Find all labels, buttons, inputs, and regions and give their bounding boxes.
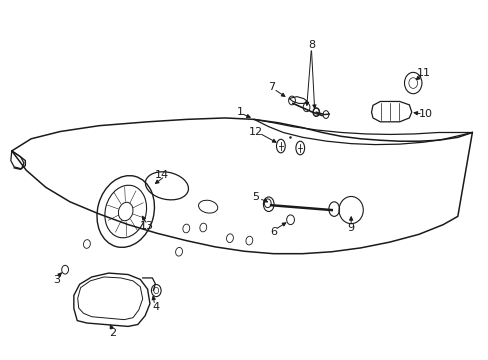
Text: 1: 1 (237, 107, 244, 117)
Text: 13: 13 (139, 221, 153, 230)
Text: 2: 2 (109, 328, 116, 338)
Text: 9: 9 (347, 222, 354, 233)
Text: 5: 5 (252, 192, 259, 202)
Text: 7: 7 (267, 82, 275, 92)
Text: 8: 8 (307, 40, 314, 50)
Text: 10: 10 (418, 109, 431, 119)
Text: 11: 11 (416, 68, 430, 78)
Text: 3: 3 (53, 275, 60, 285)
Text: 6: 6 (269, 228, 277, 237)
Text: 4: 4 (152, 302, 160, 312)
Text: 12: 12 (248, 126, 263, 136)
Text: 14: 14 (155, 170, 169, 180)
